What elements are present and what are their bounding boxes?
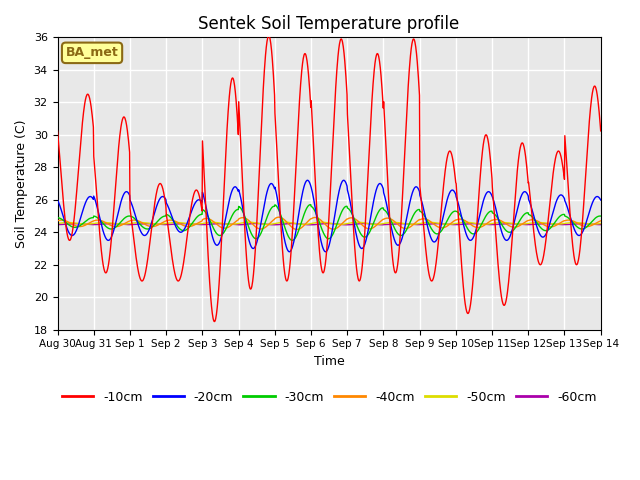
- X-axis label: Time: Time: [314, 355, 344, 368]
- Legend: -10cm, -20cm, -30cm, -40cm, -50cm, -60cm: -10cm, -20cm, -30cm, -40cm, -50cm, -60cm: [57, 385, 602, 408]
- Y-axis label: Soil Temperature (C): Soil Temperature (C): [15, 119, 28, 248]
- Title: Sentek Soil Temperature profile: Sentek Soil Temperature profile: [198, 15, 460, 33]
- Text: BA_met: BA_met: [66, 47, 118, 60]
